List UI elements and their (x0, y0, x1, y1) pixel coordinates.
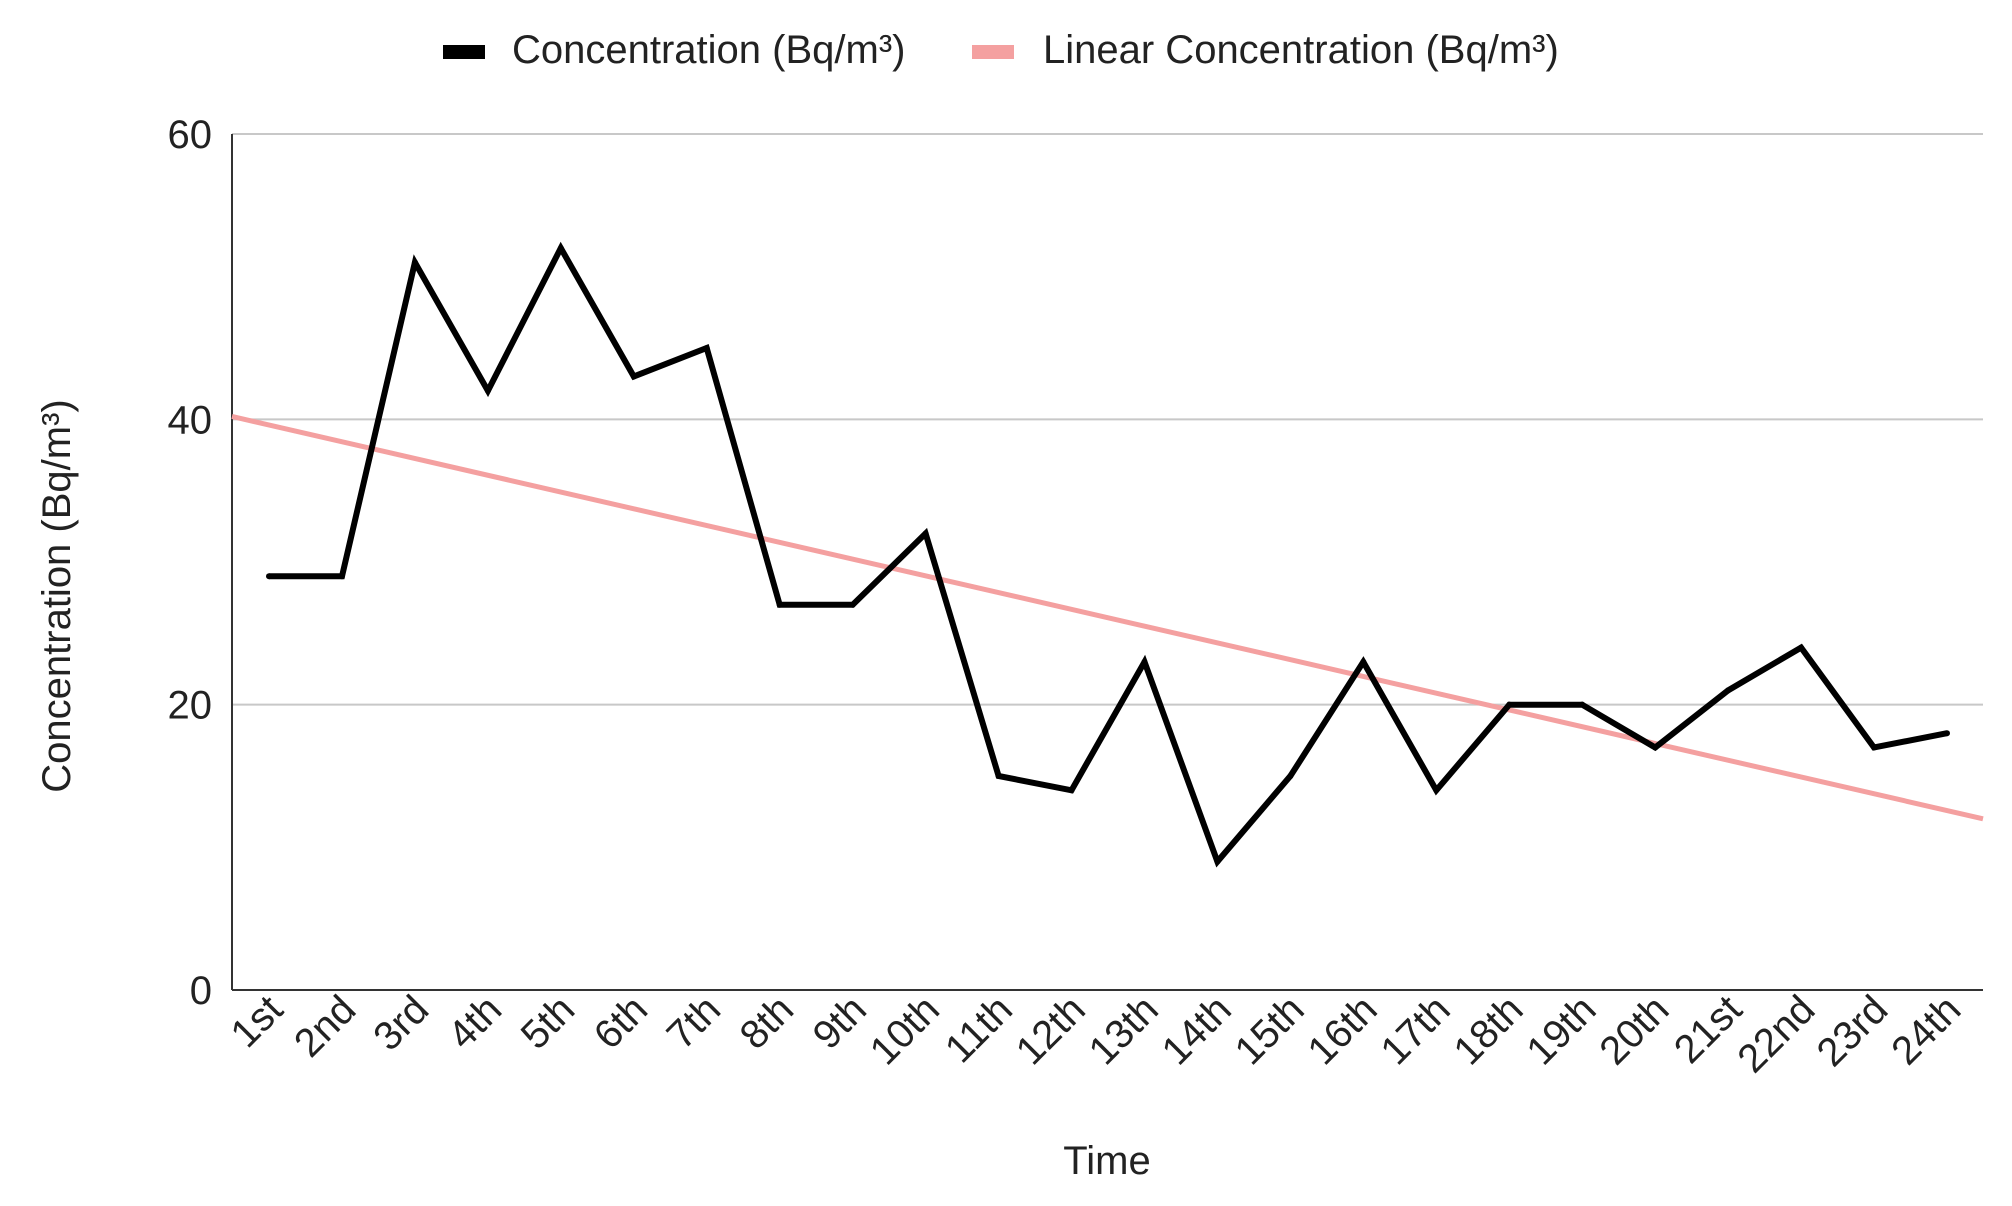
legend-label-linear-concentration: Linear Concentration (Bq/m³) (1043, 28, 1559, 72)
data-point-concentration (485, 388, 491, 394)
x-tick-label: 1st (223, 987, 292, 1056)
data-point-concentration (704, 345, 710, 351)
x-tick-label: 7th (659, 987, 729, 1057)
x-tick-label: 15th (1227, 987, 1313, 1073)
x-tick-label: 10th (862, 987, 948, 1073)
series-line-concentration (269, 248, 1947, 862)
y-tick-label: 40 (168, 398, 213, 442)
data-point-concentration (1214, 859, 1220, 865)
data-point-concentration (558, 245, 564, 251)
x-tick-label: 9th (805, 987, 875, 1057)
x-tick-label: 8th (732, 987, 802, 1057)
data-point-concentration (923, 530, 929, 536)
x-tick-label: 5th (513, 987, 583, 1057)
data-point-concentration (1944, 730, 1950, 736)
x-tick-label: 11th (937, 987, 1021, 1071)
x-tick-label: 22nd (1729, 987, 1823, 1081)
data-point-concentration (996, 773, 1002, 779)
data-point-concentration (266, 573, 272, 579)
data-point-concentration (1141, 659, 1147, 665)
data-point-concentration (850, 602, 856, 608)
y-tick-label: 20 (168, 684, 213, 728)
data-point-concentration (1069, 787, 1075, 793)
legend: Concentration (Bq/m³) Linear Concentrati… (443, 28, 1559, 72)
x-tick-label: 6th (586, 987, 656, 1057)
legend-swatch-concentration (443, 45, 485, 59)
x-tick-label: 2nd (286, 987, 364, 1065)
series (232, 245, 1983, 864)
series-line-linear-concentration (232, 416, 1983, 818)
data-point-concentration (1506, 702, 1512, 708)
data-point-concentration (1287, 773, 1293, 779)
x-tick-label: 14th (1154, 987, 1240, 1073)
x-tick-label: 17th (1373, 987, 1459, 1073)
legend-swatch-linear-concentration (972, 45, 1014, 59)
data-point-concentration (631, 374, 637, 380)
y-tick-labels: 0 20 40 60 (168, 113, 213, 1013)
chart-container: Concentration (Bq/m³) Linear Concentrati… (0, 0, 2012, 1206)
data-point-concentration (1798, 645, 1804, 651)
x-tick-label: 16th (1300, 987, 1386, 1073)
data-point-concentration (1725, 687, 1731, 693)
x-tick-label: 3rd (365, 987, 437, 1059)
data-point-concentration (1360, 659, 1366, 665)
data-point-concentration (339, 573, 345, 579)
data-point-concentration (1579, 702, 1585, 708)
x-tick-label: 18th (1445, 987, 1531, 1073)
data-point-concentration (412, 259, 418, 265)
legend-label-concentration: Concentration (Bq/m³) (512, 28, 905, 72)
data-point-concentration (1652, 744, 1658, 750)
y-tick-label: 0 (190, 969, 212, 1013)
x-tick-label: 4th (440, 987, 510, 1057)
line-chart: Concentration (Bq/m³) Linear Concentrati… (0, 0, 2012, 1206)
x-tick-label: 12th (1008, 987, 1094, 1073)
x-tick-label: 19th (1518, 987, 1604, 1073)
data-point-concentration (1433, 787, 1439, 793)
x-tick-label: 20th (1591, 987, 1677, 1073)
axes (232, 134, 1983, 990)
y-tick-label: 60 (168, 113, 213, 157)
x-tick-label: 24th (1883, 987, 1969, 1073)
x-axis-title: Time (1063, 1139, 1150, 1183)
x-tick-label: 23rd (1809, 987, 1897, 1075)
data-point-concentration (777, 602, 783, 608)
y-axis-title: Concentration (Bq/m³) (35, 399, 79, 792)
data-point-concentration (1871, 744, 1877, 750)
x-tick-label: 13th (1081, 987, 1167, 1073)
